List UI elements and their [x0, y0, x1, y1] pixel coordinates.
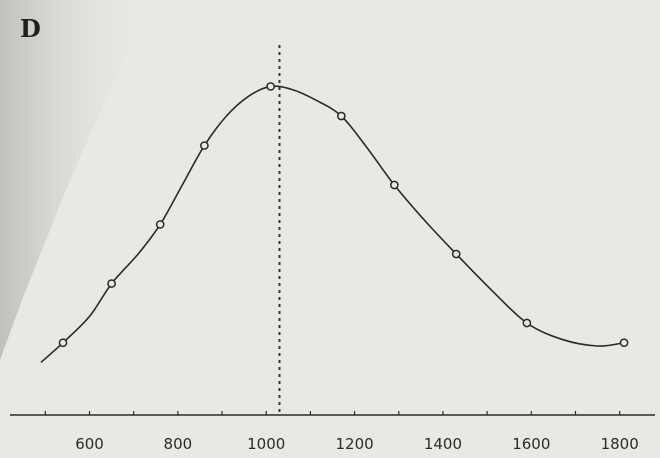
x-tick-label: 800 — [164, 435, 193, 453]
data-point — [58, 338, 68, 348]
x-tick-label: 1200 — [335, 435, 373, 453]
data-point — [107, 279, 116, 288]
data-curve — [40, 85, 625, 364]
x-tick-label: 1400 — [424, 435, 462, 453]
data-point — [336, 111, 346, 121]
data-point — [522, 318, 532, 328]
panel-label: D — [20, 14, 41, 43]
x-tick-label: 1600 — [512, 435, 550, 453]
data-point — [200, 141, 209, 150]
x-tick-label: 1800 — [601, 435, 639, 453]
data-point — [451, 249, 461, 259]
data-point — [619, 338, 629, 348]
page-fold-shadow — [0, 0, 150, 360]
x-tick-label: 1000 — [247, 435, 285, 453]
data-point — [155, 220, 165, 229]
data-point — [266, 82, 276, 91]
x-tick-label: 600 — [75, 435, 104, 453]
data-point — [389, 180, 399, 190]
